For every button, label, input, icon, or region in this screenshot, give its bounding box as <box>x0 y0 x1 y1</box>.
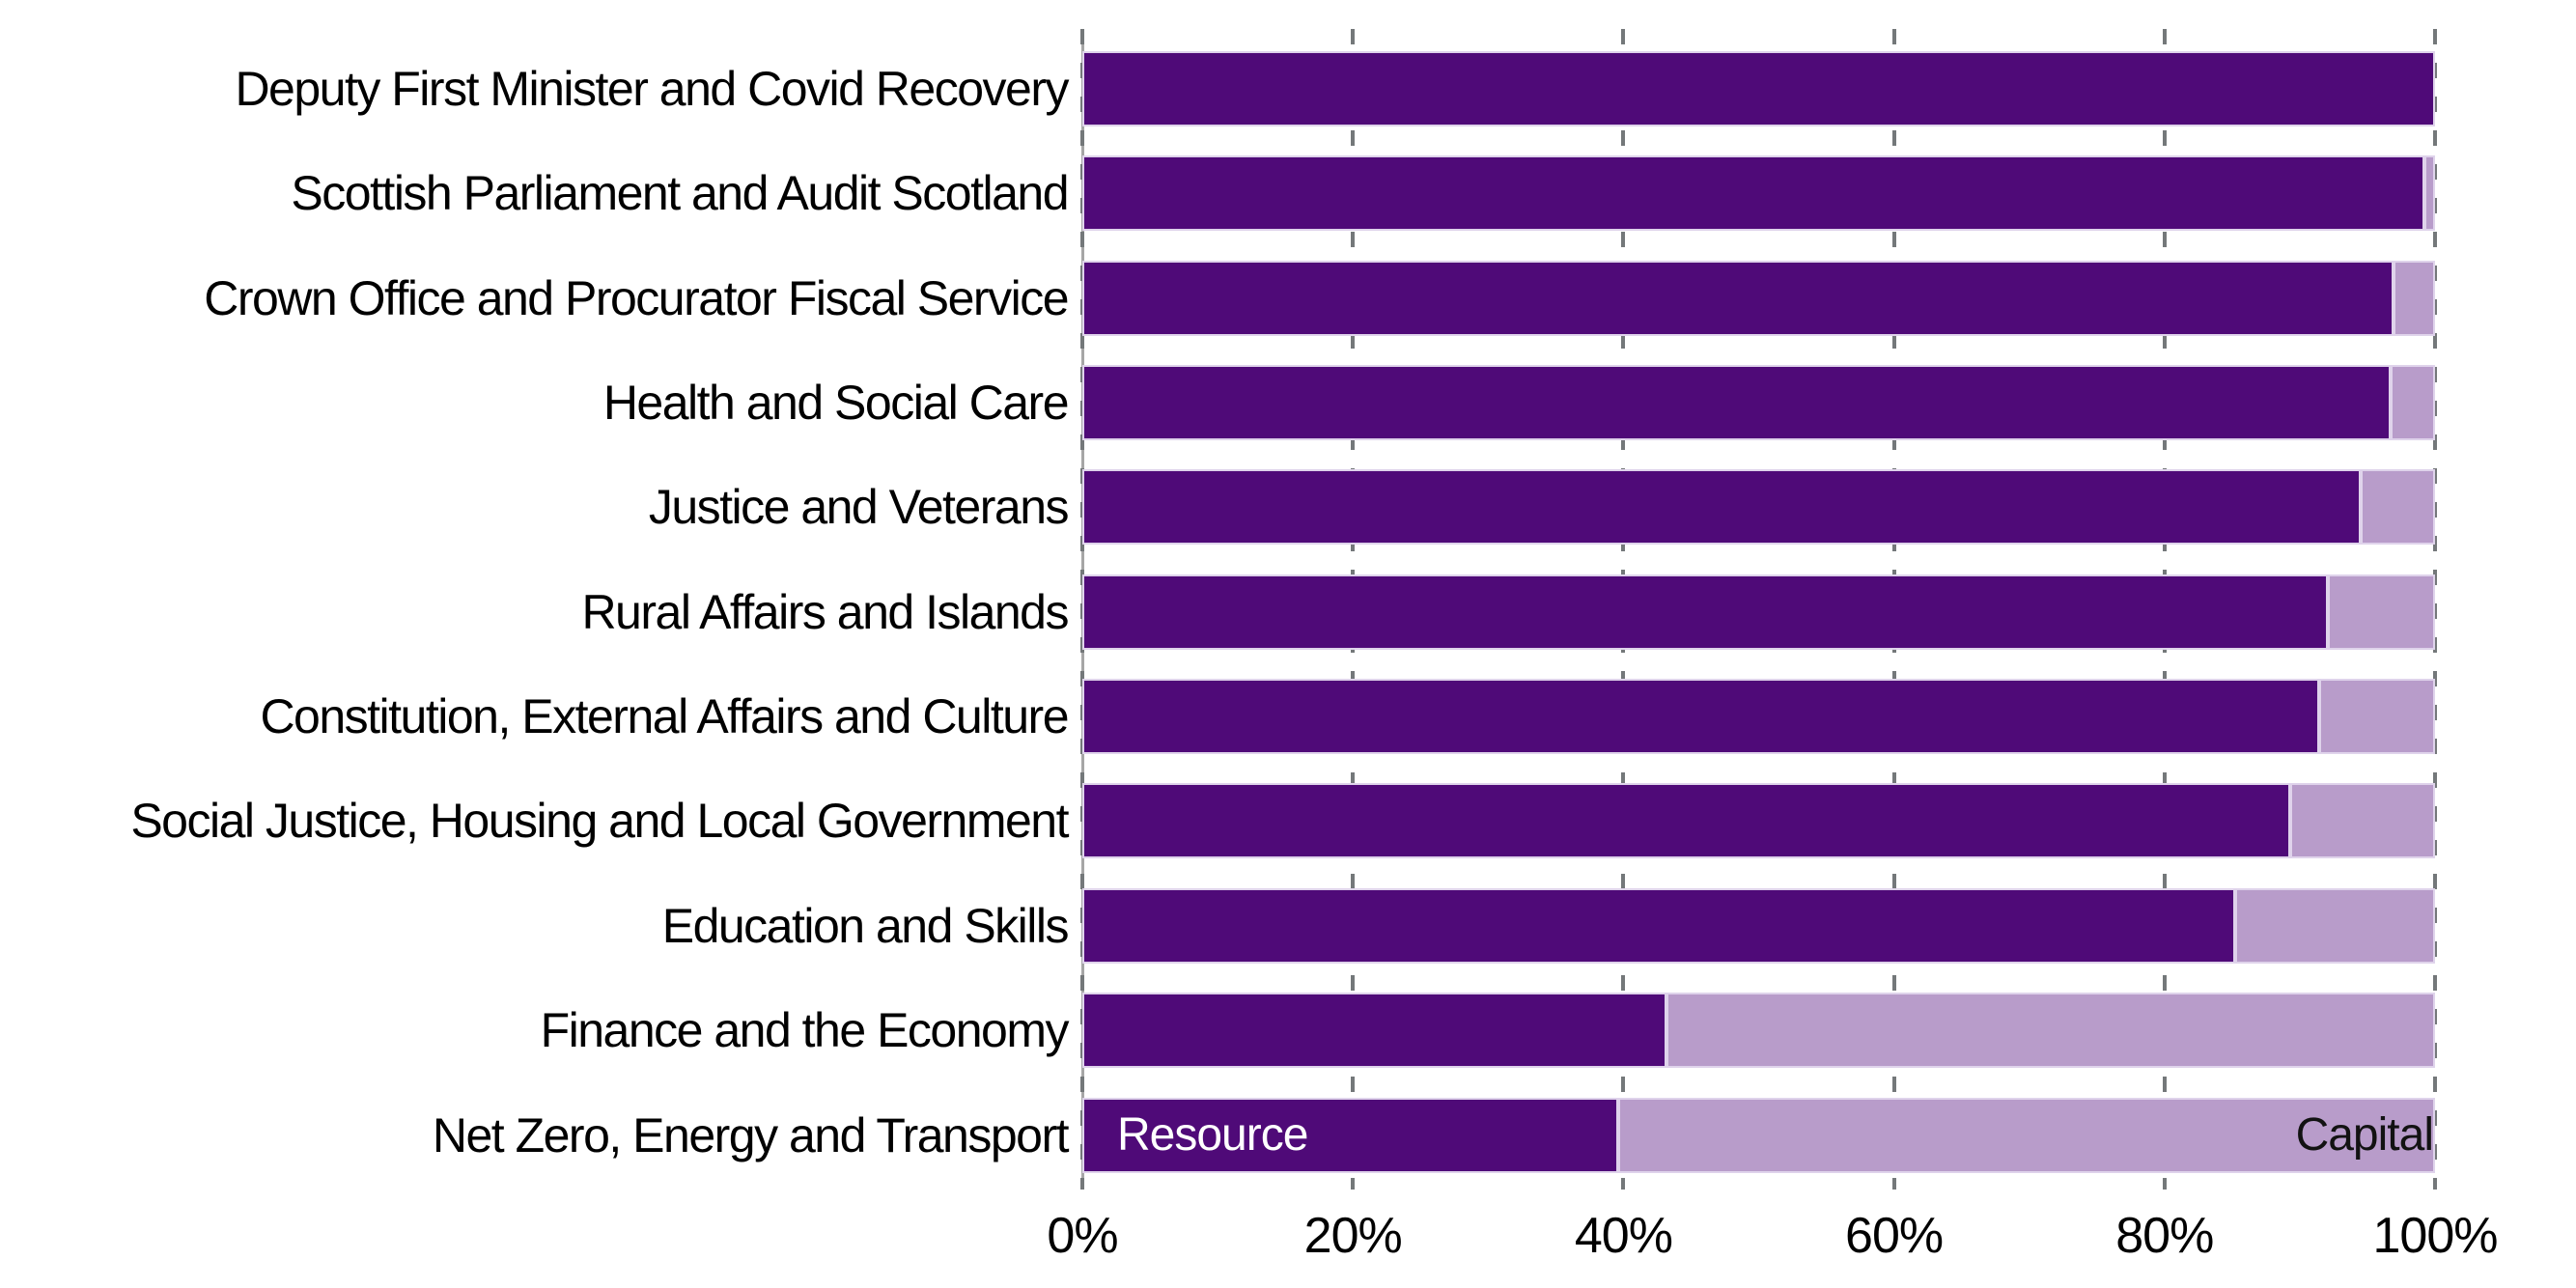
category-label: Education and Skills <box>661 898 1070 953</box>
bar-row <box>1082 574 2435 650</box>
capital-segment <box>2393 260 2435 336</box>
resource-segment <box>1082 260 2394 336</box>
resource-segment: Resource <box>1082 1097 1618 1173</box>
category-label: Crown Office and Procurator Fiscal Servi… <box>204 270 1069 325</box>
category-label: Net Zero, Energy and Transport <box>432 1107 1070 1162</box>
resource-segment <box>1082 574 2329 650</box>
capital-segment <box>2390 365 2435 441</box>
bar-row <box>1082 51 2435 126</box>
capital-segment <box>2290 783 2435 859</box>
resource-segment <box>1082 51 2435 126</box>
category-label: Finance and the Economy <box>540 1003 1070 1058</box>
resource-segment <box>1082 783 2291 859</box>
category-label: Rural Affairs and Islands <box>581 584 1069 639</box>
resource-segment <box>1082 155 2424 232</box>
capital-segment <box>2234 887 2435 964</box>
bar-row: Resource Capital <box>1082 1097 2435 1173</box>
category-label: Constitution, External Affairs and Cultu… <box>260 689 1069 744</box>
category-labels-column: Deputy First Minister and Covid Recovery… <box>0 0 1070 1288</box>
resource-segment <box>1082 365 2391 441</box>
category-label: Scottish Parliament and Audit Scotland <box>291 166 1069 221</box>
x-tick-label: 40% <box>1574 1208 1673 1264</box>
capital-segment <box>2360 469 2435 546</box>
bar-row <box>1082 783 2435 859</box>
category-label: Deputy First Minister and Covid Recovery <box>235 62 1069 116</box>
capital-segment <box>1666 993 2435 1069</box>
capital-segment <box>2318 679 2435 755</box>
bar-row <box>1082 993 2435 1069</box>
resource-segment <box>1082 993 1667 1069</box>
bar-row <box>1082 155 2435 232</box>
resource-series-label: Resource <box>1117 1109 1308 1161</box>
category-label: Health and Social Care <box>602 376 1070 431</box>
x-tick-label: 20% <box>1303 1208 1403 1264</box>
bar-row <box>1082 679 2435 755</box>
capital-segment: Capital <box>1617 1097 2435 1173</box>
x-tick-label: 60% <box>1845 1208 1944 1264</box>
bar-row <box>1082 469 2435 546</box>
capital-series-label: Capital <box>2295 1109 2434 1161</box>
resource-segment <box>1082 469 2361 546</box>
resource-segment <box>1082 887 2235 964</box>
capital-segment <box>2423 155 2435 232</box>
bar-row <box>1082 365 2435 441</box>
plot-area: Resource Capital <box>1080 29 2437 1190</box>
capital-segment <box>2328 574 2435 650</box>
category-label: Social Justice, Housing and Local Govern… <box>130 794 1069 849</box>
gridline-100% <box>2433 29 2437 1190</box>
bar-row <box>1082 260 2435 336</box>
resource-segment <box>1082 679 2319 755</box>
category-label: Justice and Veterans <box>648 480 1070 535</box>
x-tick-label: 100% <box>2372 1208 2499 1264</box>
x-tick-label: 80% <box>2115 1208 2214 1264</box>
x-tick-label: 0% <box>1047 1208 1118 1264</box>
bar-row <box>1082 887 2435 964</box>
